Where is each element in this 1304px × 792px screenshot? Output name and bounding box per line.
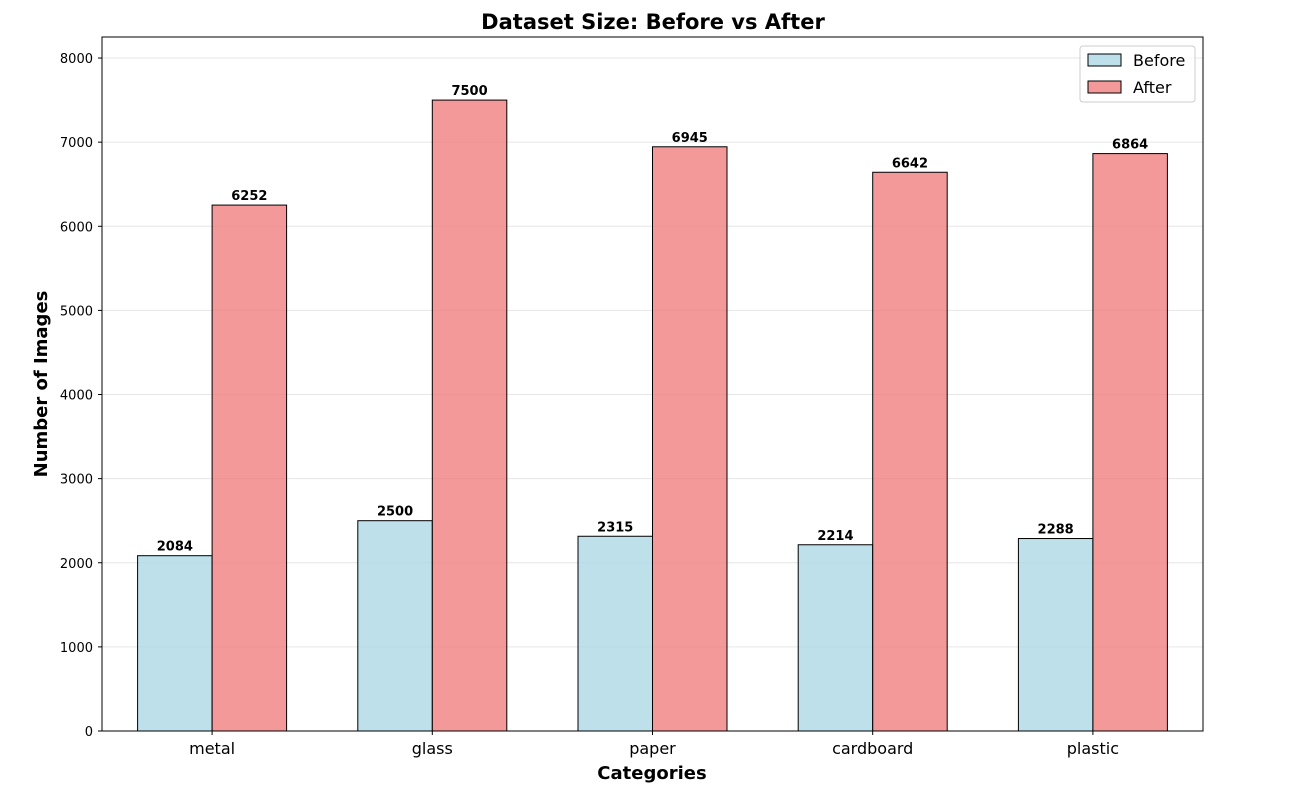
legend: Before After [1079, 45, 1196, 103]
bar-after-plastic [1092, 153, 1168, 732]
x-axis-label: Categories [597, 763, 706, 784]
y-tick-label: 4000 [60, 389, 93, 404]
x-tick-label: metal [189, 739, 235, 758]
value-labels: 2084 6252 2500 7500 2315 6945 2214 6642 2288 6864 [157, 84, 1148, 555]
bar-before-glass [357, 520, 433, 732]
value-label: 6252 [231, 189, 267, 204]
value-label: 2288 [1038, 523, 1074, 538]
chart-title: Dataset Size: Before vs After [481, 10, 825, 34]
y-tick-label: 8000 [60, 52, 93, 67]
y-tick-label: 0 [85, 725, 93, 740]
y-tick-label: 3000 [60, 473, 93, 488]
x-tick-label: glass [412, 739, 453, 758]
bar-before-paper [577, 535, 653, 732]
value-label: 6642 [892, 156, 928, 171]
legend-swatch-before [1087, 53, 1122, 67]
bar-before-cardboard [797, 544, 874, 732]
value-label: 7500 [451, 84, 487, 99]
value-label: 2500 [377, 505, 413, 520]
y-tick-label: 7000 [60, 136, 93, 151]
legend-label-before: Before [1133, 51, 1185, 70]
bar-before-metal [137, 555, 213, 732]
y-tick-label: 1000 [60, 641, 93, 656]
bar-after-cardboard [872, 171, 948, 732]
x-tick-label: paper [629, 739, 676, 758]
x-tick-label: plastic [1067, 739, 1119, 758]
y-axis-label: Number of Images [31, 291, 52, 478]
y-axis-ticks: 0 1000 2000 3000 4000 5000 6000 7000 8000 [60, 52, 102, 740]
legend-swatch-after [1087, 80, 1122, 94]
bar-before-plastic [1017, 538, 1094, 732]
value-label: 6945 [672, 131, 708, 146]
bar-after-metal [211, 204, 288, 732]
value-label: 2214 [817, 529, 853, 544]
bar-after-paper [652, 146, 728, 732]
x-tick-label: cardboard [832, 739, 913, 758]
value-label: 6864 [1112, 138, 1148, 153]
x-axis-ticks: metal glass paper cardboard plastic [189, 731, 1119, 758]
y-tick-label: 5000 [60, 304, 93, 319]
value-label: 2315 [597, 520, 633, 535]
value-label: 2084 [157, 540, 193, 555]
bar-after-glass [431, 99, 508, 732]
y-tick-label: 6000 [60, 220, 93, 235]
bars [137, 99, 1168, 732]
y-tick-label: 2000 [60, 557, 93, 572]
legend-label-after: After [1133, 78, 1172, 97]
